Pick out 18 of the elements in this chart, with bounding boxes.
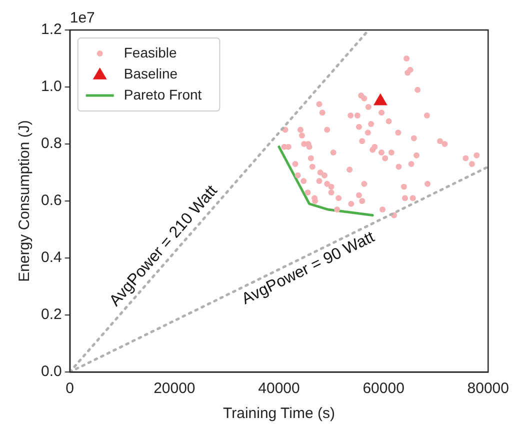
legend-label: Pareto Front (124, 86, 202, 102)
y-tick-label: 0.6 (40, 192, 62, 210)
y-axis-title: Energy Consumption (J) (16, 120, 34, 282)
y-tick-label: 0.4 (40, 249, 62, 266)
legend-label: Feasible (124, 44, 177, 60)
x-tick-label: 0 (66, 380, 74, 398)
y-tick-label: 1.2 (40, 21, 62, 38)
x-tick-label: 20000 (154, 380, 196, 398)
x-tick-label: 40000 (258, 380, 300, 398)
y-tick-label: 0.0 (40, 363, 62, 380)
text: 1e7 (70, 10, 95, 27)
x-tick-label: 60000 (362, 380, 404, 398)
x-tick-label: 80000 (467, 380, 510, 398)
x-axis-title: Training Time (s) (223, 405, 335, 422)
y-tick-label: 0.2 (40, 306, 62, 324)
legend-label: Baseline (124, 65, 178, 82)
y-tick-label: 1.0 (40, 78, 62, 96)
y-tick-label: 0.8 (40, 135, 62, 152)
